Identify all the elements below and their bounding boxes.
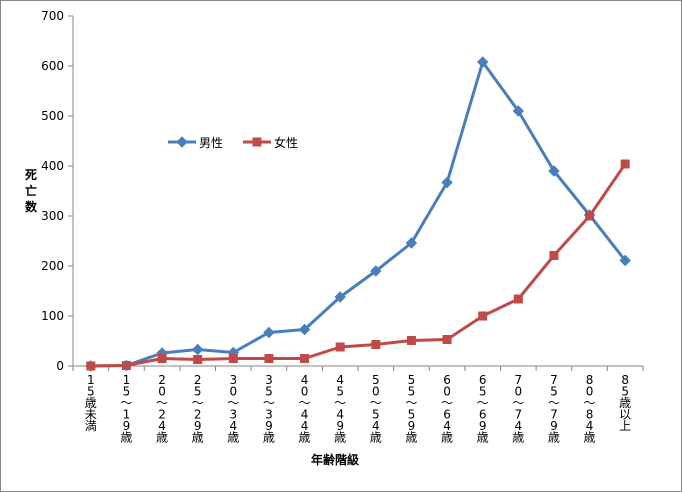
y-axis-title-text: 死亡数: [25, 168, 38, 214]
male-point: [191, 343, 204, 356]
legend: 男性 女性: [168, 135, 298, 150]
male-point: [548, 165, 560, 177]
x-tick-label: 8 5 歳以上: [619, 373, 631, 433]
female-point: [585, 211, 595, 221]
y-tick-label: 100: [41, 309, 64, 323]
y-axis: 0 100 200 300 400 500 600 700: [41, 9, 74, 373]
male-point: [370, 265, 382, 277]
y-tick-label: 0: [56, 359, 64, 373]
male-point: [619, 254, 631, 267]
legend-marker: [252, 137, 262, 147]
female-point: [157, 354, 167, 363]
male-point: [441, 176, 453, 189]
x-tick-label: 5 0 ～ 5 4 歳: [370, 373, 382, 445]
male-point: [263, 326, 275, 339]
female-point: [86, 361, 96, 371]
x-tick-label: 7 0 ～ 7 4 歳: [512, 373, 524, 445]
x-tick-label: 2 0 ～ 2 4 歳: [156, 373, 168, 445]
legend-label: 女性: [274, 135, 298, 150]
x-tick-label: 7 5 ～ 7 9 歳: [548, 373, 560, 445]
legend-label: 男性: [199, 136, 223, 150]
x-tick-label: 4 5 ～ 4 9 歳: [334, 373, 346, 445]
female-point: [121, 361, 131, 370]
female-point: [335, 342, 345, 352]
female-point: [371, 340, 381, 349]
male-point: [405, 237, 418, 249]
female-point: [406, 336, 416, 345]
male-point: [298, 323, 311, 336]
male-point: [476, 56, 489, 68]
y-tick-label: 200: [41, 259, 64, 273]
x-axis: 1 5 歳未満 1 5 ～ 1 9 歳 2 0 ～ 2 4 歳 2 5 ～ 2 9 歳 3 0 ～ 3 4 歳 3 5 ～ 3 9 歳 4 0 ～ 4 4…: [72, 365, 644, 445]
x-tick-label: 2 5 ～ 2 9 歳: [192, 373, 204, 445]
y-tick-label: 700: [41, 9, 64, 23]
x-tick-label: 6 0 ～ 6 4 歳: [441, 373, 453, 445]
female-point: [264, 354, 274, 363]
y-axis-title: 死亡数: [25, 168, 38, 214]
x-tick-label: 5 5 ～ 5 9 歳: [405, 373, 417, 445]
female-point: [549, 251, 559, 260]
x-tick-label: 6 5 ～ 6 9 歳: [477, 373, 489, 445]
female-point: [442, 335, 452, 344]
x-axis-title: 年齢階級: [311, 452, 359, 467]
female-point: [478, 311, 488, 321]
female-point: [513, 294, 523, 304]
x-tick-label: 1 5 歳未満: [85, 373, 97, 433]
female-point: [193, 355, 203, 364]
y-tick-label: 300: [41, 209, 64, 223]
female-point: [228, 354, 238, 363]
series-layer: [85, 56, 631, 372]
series-line-male: [90, 60, 627, 368]
female-point: [300, 354, 310, 363]
series-line-female: [90, 163, 627, 368]
x-tick-label: 3 0 ～ 3 4 歳: [227, 373, 239, 445]
x-tick-label: 1 5 ～ 1 9 歳: [120, 373, 132, 445]
y-tick-label: 600: [41, 59, 64, 73]
x-tick-label: 8 0 ～ 8 4 歳: [584, 373, 596, 445]
x-tick-label: 3 5 ～ 3 9 歳: [263, 373, 275, 445]
male-point: [334, 291, 346, 303]
x-tick-label: 4 0 ～ 4 4 歳: [299, 373, 311, 445]
female-point: [620, 159, 630, 169]
y-tick-label: 500: [41, 109, 64, 123]
legend-marker: [176, 136, 188, 148]
male-point: [512, 105, 525, 117]
y-tick-label: 400: [41, 159, 64, 173]
